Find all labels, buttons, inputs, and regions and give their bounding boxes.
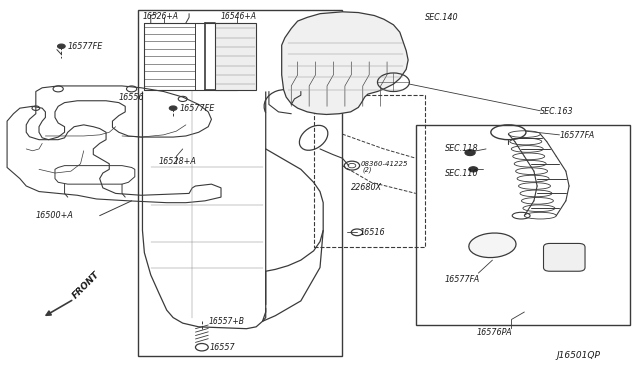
Bar [145, 23, 237, 90]
Text: 16577FE: 16577FE [179, 104, 215, 113]
Text: 16528+A: 16528+A [159, 157, 197, 166]
Ellipse shape [469, 233, 516, 257]
Circle shape [465, 150, 475, 155]
Text: SEC.118: SEC.118 [445, 144, 478, 153]
Polygon shape [282, 12, 408, 115]
Text: 16577FE: 16577FE [68, 42, 103, 51]
Text: 16500+A: 16500+A [36, 211, 74, 220]
Text: J16501QP: J16501QP [556, 351, 600, 360]
FancyBboxPatch shape [543, 243, 585, 271]
Bar [416, 125, 630, 325]
Circle shape [468, 167, 477, 172]
Circle shape [58, 44, 65, 48]
Text: (2): (2) [363, 166, 372, 173]
Text: 16577FA: 16577FA [559, 131, 595, 141]
Text: 16557: 16557 [209, 343, 235, 352]
Bar [138, 10, 342, 356]
Text: FRONT: FRONT [71, 270, 102, 301]
Bar [314, 95, 426, 247]
Text: SEC.140: SEC.140 [426, 13, 459, 22]
Text: 16546+A: 16546+A [221, 12, 257, 21]
Bar [145, 23, 195, 90]
Text: 22680X: 22680X [351, 183, 382, 192]
Circle shape [170, 106, 177, 110]
Text: SEC.163: SEC.163 [540, 108, 574, 116]
Text: 16556: 16556 [119, 93, 145, 102]
Text: 16557+B: 16557+B [208, 317, 244, 326]
Text: 16577FA: 16577FA [445, 275, 480, 284]
Text: 08360-41225: 08360-41225 [360, 161, 408, 167]
Text: 16526+A: 16526+A [143, 12, 179, 21]
Bar [214, 23, 256, 90]
Text: SEC.110: SEC.110 [445, 169, 478, 177]
Text: 16576PA: 16576PA [476, 328, 512, 337]
Text: 16516: 16516 [360, 228, 385, 237]
